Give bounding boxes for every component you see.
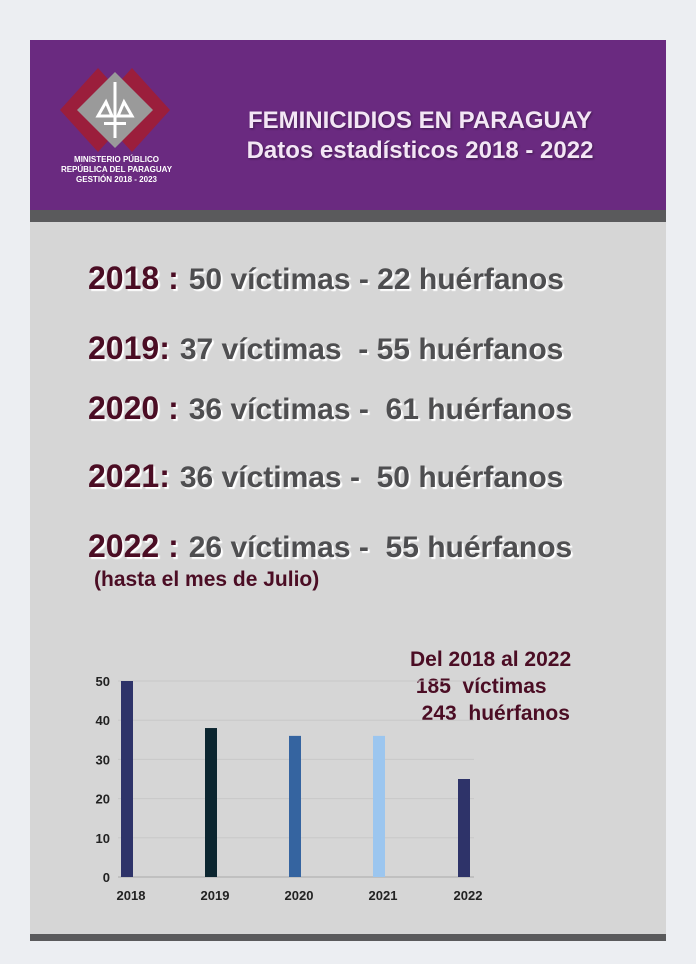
y-tick-label: 40 (96, 713, 110, 728)
stat-text: 36 víctimas - 61 huérfanos (188, 393, 573, 426)
year-label: 2021: (88, 458, 170, 494)
footnote: (hasta el mes de Julio) (94, 568, 320, 591)
summary-line: Del 2018 al 2022 (410, 648, 572, 671)
year-label: 2022 : (88, 528, 179, 564)
x-tick-label: 2019 (201, 888, 230, 903)
stat-text: 37 víctimas - 55 huérfanos (179, 333, 564, 366)
org-line: GESTIÓN 2018 - 2023 (76, 175, 157, 184)
y-tick-label: 20 (96, 792, 110, 807)
bar-chart: 0 10 20 30 40 50 2018 2019 2020 2021 2022 (96, 674, 483, 903)
summary-line: 243 huérfanos (410, 702, 570, 725)
header-banner: MINISTERIO PÚBLICO REPÚBLICA DEL PARAGUA… (30, 40, 666, 210)
subtitle-line: Datos estadísticos 2018 - 2022 (246, 137, 594, 164)
bar-2022 (458, 779, 470, 877)
y-tick-label: 30 (96, 752, 110, 767)
bar-2018 (121, 681, 133, 877)
year-label: 2018 : (88, 260, 179, 296)
y-tick-label: 0 (103, 870, 110, 885)
ministerio-logo-icon (60, 68, 170, 152)
stat-text: 36 víctimas - 50 huérfanos (179, 461, 564, 494)
stat-text: 50 víctimas - 22 huérfanos (188, 263, 564, 296)
y-tick-label: 50 (96, 674, 110, 689)
x-tick-label: 2018 (117, 888, 146, 903)
summary-box: Del 2018 al 2022 185 víctimas 243 huérfa… (410, 646, 571, 727)
y-tick-label: 10 (96, 831, 110, 846)
infographic-card: MINISTERIO PÚBLICO REPÚBLICA DEL PARAGUA… (30, 40, 666, 941)
stat-row: 2020 : 36 víctimas - 61 huérfanos (88, 390, 572, 427)
x-tick-label: 2022 (454, 888, 483, 903)
org-line: MINISTERIO PÚBLICO (74, 155, 159, 164)
org-line: REPÚBLICA DEL PARAGUAY (60, 165, 173, 174)
year-label: 2020 : (88, 390, 179, 426)
bottom-bar (30, 934, 666, 941)
bar-2021 (373, 735, 385, 877)
bar-2019 (205, 728, 217, 877)
year-label: 2019: (88, 330, 170, 366)
stat-row: 2019: 37 víctimas - 55 huérfanos (88, 330, 563, 367)
x-tick-label: 2020 (285, 888, 314, 903)
stat-row: 2022 : 26 víctimas - 55 huérfanos (88, 528, 572, 565)
bar-2020 (289, 735, 301, 877)
title-line: FEMINICIDIOS EN PARAGUAY (247, 107, 593, 134)
x-tick-label: 2021 (369, 888, 398, 903)
organization-name: MINISTERIO PÚBLICO REPÚBLICA DEL PARAGUA… (44, 155, 189, 185)
stat-text: 26 víctimas - 55 huérfanos (188, 531, 573, 564)
stat-row: 2021: 36 víctimas - 50 huérfanos (88, 458, 563, 495)
page-title: FEMINICIDIOS EN PARAGUAY Datos estadísti… (210, 106, 630, 166)
stat-row: 2018 : 50 víctimas - 22 huérfanos (88, 260, 564, 297)
divider-strip (30, 210, 666, 222)
